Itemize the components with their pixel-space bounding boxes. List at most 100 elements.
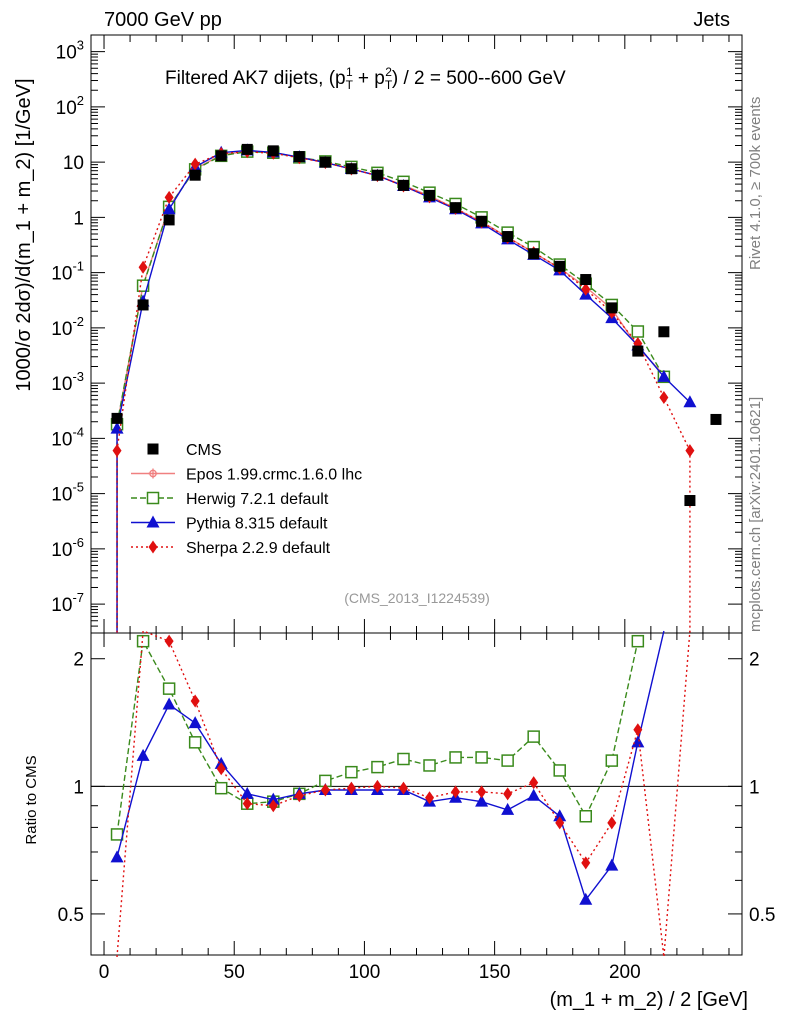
legend: CMS Epos 1.99.crmc.1.6.0 lhc Herwig 7.2.1 … [131, 442, 362, 557]
herwig-ratio-point [136, 634, 150, 648]
y-tick-label: 1 [73, 208, 84, 229]
pythia-ratio-point [188, 716, 202, 729]
analysis-id-label: (CMS_2013_I1224539) [344, 590, 490, 606]
cms-data-point [345, 163, 357, 175]
legend-label: CMS [186, 442, 222, 459]
x-tick-label: 150 [479, 962, 511, 983]
sherpa-ratio-point [503, 787, 513, 801]
cms-data-point [111, 412, 123, 424]
sherpa-point [164, 190, 174, 204]
ratio-axes: 0 50 100 150 200 0.5 0.5 1 1 2 2 [58, 633, 775, 983]
herwig-ratio-line [116, 638, 639, 835]
herwig-ratio-point [214, 781, 228, 795]
cms-data-point [137, 299, 149, 311]
x-tick-label: 100 [349, 962, 381, 983]
sherpa-ratio-point [633, 723, 643, 737]
legend-epos-marker [148, 468, 158, 479]
ratio-y-tick-label-right: 0.5 [749, 905, 775, 926]
cms-data-point [710, 413, 722, 425]
sherpa-ratio-point [320, 783, 330, 797]
y-tick-label: 10-5 [51, 480, 84, 506]
ratio-y-tick-label-right: 2 [749, 650, 760, 671]
cms-data-point [397, 179, 409, 191]
herwig-ratio-point [397, 752, 410, 766]
pythia-ratio-point [501, 802, 515, 815]
ratio-y-tick-label: 1 [73, 777, 84, 798]
herwig-ratio-point [579, 809, 593, 823]
pythia-ratio-point [553, 809, 567, 822]
ratio-y-tick-label: 0.5 [58, 905, 84, 926]
legend-label: Sherpa 2.2.9 default [186, 540, 331, 557]
cms-data-point [502, 231, 514, 243]
ratio-plot-frame [90, 632, 743, 956]
main-axes: 10-7 10-6 10-5 10-4 10-3 10-2 10-1 1 10 102 103 [51, 35, 742, 633]
pythia-ratio-point [475, 794, 489, 807]
sherpa-ratio-point [294, 789, 304, 803]
ratio-y-tick-label-right: 1 [749, 777, 760, 798]
cms-data-point [684, 495, 696, 507]
sherpa-point [581, 282, 591, 296]
sherpa-ratio-point [372, 779, 382, 793]
sherpa-ratio-point [555, 816, 565, 830]
category-label: Jets [693, 9, 730, 31]
cms-data-point [189, 169, 201, 181]
legend-label: Herwig 7.2.1 default [186, 491, 329, 508]
legend-sherpa-marker [148, 540, 158, 554]
cms-data-point [580, 274, 592, 286]
pythia-ratio-point [527, 788, 541, 801]
sherpa-ratio-point [425, 791, 435, 805]
sherpa-line [116, 151, 691, 451]
herwig-point [631, 325, 645, 338]
cms-data-point [632, 345, 644, 357]
herwig-line [116, 150, 665, 425]
pythia-ratio-point [266, 792, 280, 805]
y-tick-label: 10-2 [51, 314, 84, 340]
y-tick-label: 10-6 [51, 535, 84, 561]
herwig-ratio-point [110, 828, 124, 841]
cms-data-point [319, 156, 331, 168]
herwig-point [136, 279, 150, 292]
cms-data-point [658, 326, 670, 338]
pythia-ratio-point [579, 892, 593, 905]
herwig-ratio-point [631, 634, 645, 648]
rivet-version-label: Rivet 4.1.0, ≥ 700k events [747, 97, 764, 270]
herwig-ratio-point [423, 759, 436, 772]
sherpa-ratio-point [607, 816, 617, 830]
sherpa-ratio-point [398, 781, 408, 795]
ratio-series-layer [110, 630, 691, 958]
x-tick-label: 200 [609, 962, 641, 983]
herwig-ratio-point [475, 751, 488, 764]
pythia-ratio-point [240, 786, 254, 799]
x-tick-label: 50 [224, 962, 245, 983]
herwig-ratio-point [188, 736, 202, 749]
sherpa-ratio-point [529, 776, 539, 790]
herwig-ratio-point [527, 730, 540, 743]
herwig-ratio-point [553, 764, 566, 777]
legend-label: Epos 1.99.crmc.1.6.0 lhc [186, 467, 362, 484]
mcplots-label: mcplots.cern.ch [arXiv:2401.10621] [747, 397, 764, 632]
pythia-point [162, 202, 176, 215]
sherpa-ratio-point [190, 694, 200, 708]
legend-label: Pythia 8.315 default [186, 516, 328, 533]
pythia-ratio-point [110, 850, 124, 863]
sherpa-point [138, 260, 148, 274]
herwig-ratio-point [371, 760, 384, 774]
cms-data-point [606, 302, 618, 314]
y-tick-label: 10-7 [51, 590, 84, 616]
main-series-layer [110, 143, 722, 633]
sherpa-point [112, 444, 122, 458]
ratio-axis-title: Ratio to CMS [23, 755, 40, 844]
plot-title: Filtered AK7 dijets, (pT1 + pT2) / 2 = 5… [165, 65, 566, 92]
pythia-ratio-point [605, 858, 619, 871]
y-tick-label: 10-1 [51, 259, 84, 285]
cms-data-point [371, 169, 383, 181]
pythia-ratio-line [116, 630, 665, 902]
cms-data-point [215, 150, 227, 162]
cms-data-point [476, 215, 488, 227]
legend-cms-marker [147, 443, 159, 455]
herwig-ratio-point [162, 682, 176, 695]
sherpa-ratio-point [451, 785, 461, 799]
cms-data-point [241, 143, 253, 155]
y-tick-label: 102 [56, 93, 84, 119]
